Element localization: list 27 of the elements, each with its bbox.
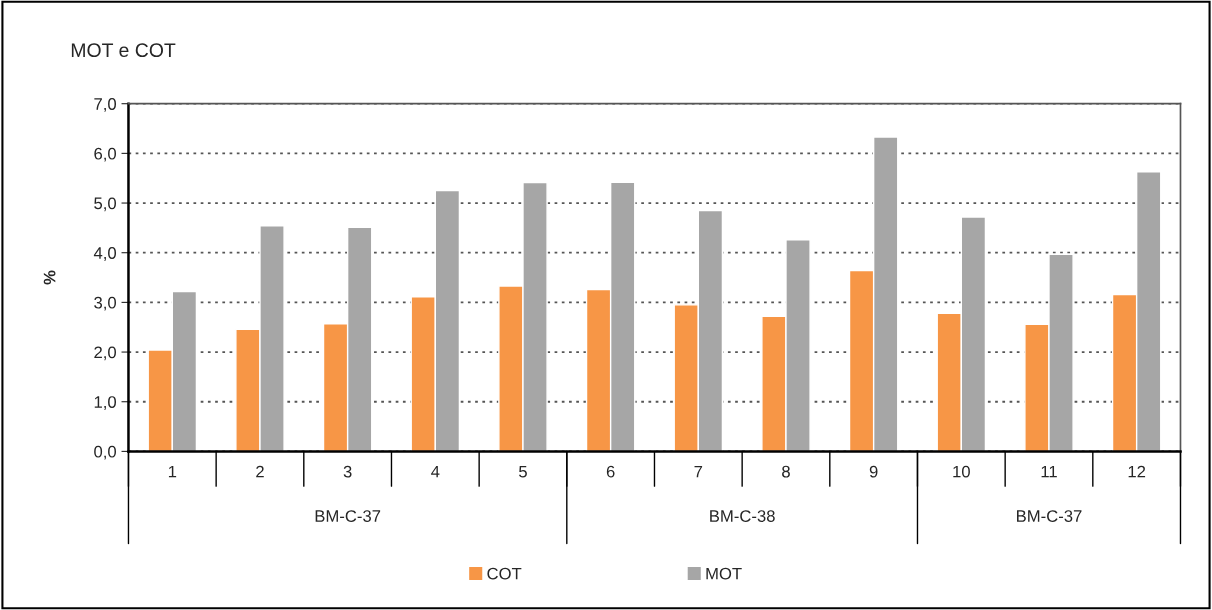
legend-label: COT — [487, 567, 522, 580]
x-tick-label: 12 — [1128, 465, 1146, 478]
y-tick-label: 2,0 — [94, 346, 117, 361]
chart-title: MOT e COT — [71, 43, 176, 58]
y-tick-label: 3,0 — [94, 296, 117, 311]
y-tick-label: 1,0 — [94, 396, 117, 410]
x-tick-label: 5 — [519, 465, 527, 478]
x-tick-label: 2 — [256, 465, 264, 478]
text: BM-C-37 — [315, 510, 381, 522]
x-tick-label: 11 — [1041, 465, 1057, 478]
x-tick-label: 4 — [431, 465, 440, 478]
x-tick-label: 3 — [343, 465, 352, 478]
y-tick-label: 4,0 — [93, 247, 117, 261]
y-tick-label: 0,0 — [94, 445, 117, 460]
y-tick-label: 6,0 — [94, 147, 117, 162]
x-tick-label: 1 — [168, 465, 177, 478]
text: BM-C-38 — [710, 510, 775, 522]
y-tick-label: 5,0 — [94, 197, 117, 212]
y-tick-label: 7,0 — [94, 98, 117, 112]
x-tick-label: 7 — [694, 465, 703, 478]
x-tick-label: 6 — [606, 465, 615, 478]
legend-label: MOT — [706, 567, 742, 580]
x-tick-label: 8 — [782, 465, 790, 478]
x-tick-label: 9 — [869, 465, 878, 478]
y-axis-title: % — [43, 270, 56, 285]
x-tick-label: 10 — [953, 465, 970, 478]
text: BM-C-37 — [1017, 510, 1082, 522]
